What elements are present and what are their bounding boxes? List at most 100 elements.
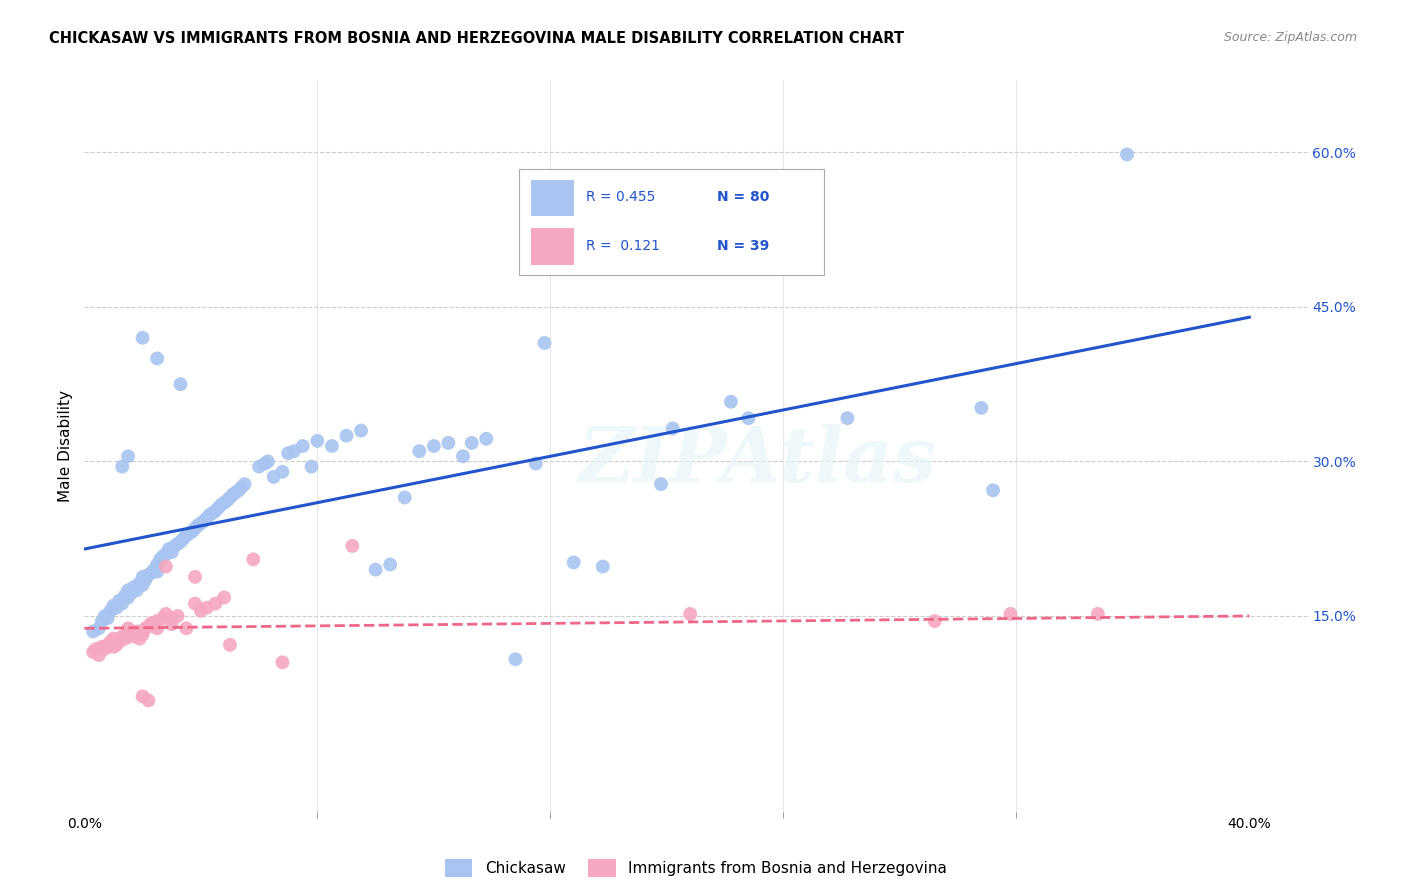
Point xyxy=(451,450,474,464)
Point xyxy=(117,591,139,605)
Point xyxy=(184,570,207,584)
Text: N = 39: N = 39 xyxy=(717,239,769,253)
Point xyxy=(242,552,264,566)
Point xyxy=(128,632,150,646)
Point xyxy=(174,621,197,635)
Point xyxy=(146,351,169,366)
Point xyxy=(128,576,150,591)
Point xyxy=(90,614,112,628)
Point xyxy=(193,514,215,528)
Point xyxy=(155,559,177,574)
Point xyxy=(114,588,136,602)
Point xyxy=(307,434,329,448)
Point xyxy=(122,630,145,644)
Point xyxy=(169,534,191,549)
Point xyxy=(350,424,373,438)
Point xyxy=(184,597,207,611)
Point xyxy=(181,524,204,539)
Point xyxy=(981,483,1004,498)
Point xyxy=(122,580,145,594)
Point xyxy=(283,444,305,458)
Point xyxy=(117,450,139,464)
Point xyxy=(169,377,191,392)
Text: CHICKASAW VS IMMIGRANTS FROM BOSNIA AND HERZEGOVINA MALE DISABILITY CORRELATION : CHICKASAW VS IMMIGRANTS FROM BOSNIA AND … xyxy=(49,31,904,46)
Point xyxy=(219,491,242,505)
Bar xyxy=(531,228,574,265)
Point xyxy=(105,600,128,615)
Point xyxy=(204,504,226,518)
Point xyxy=(90,640,112,654)
Point xyxy=(394,491,416,505)
Point xyxy=(1087,607,1109,621)
Point xyxy=(342,539,364,553)
Point xyxy=(190,604,212,618)
Point xyxy=(461,436,484,450)
Point xyxy=(277,446,299,460)
Point xyxy=(108,634,131,648)
Text: Source: ZipAtlas.com: Source: ZipAtlas.com xyxy=(1223,31,1357,45)
Point xyxy=(172,532,194,546)
Point xyxy=(160,545,183,559)
Point xyxy=(562,556,585,570)
Point xyxy=(143,563,166,577)
Point xyxy=(117,583,139,598)
Point xyxy=(364,563,387,577)
Point xyxy=(135,621,157,635)
Point xyxy=(166,537,188,551)
Point xyxy=(117,627,139,641)
Point xyxy=(135,573,157,587)
Point xyxy=(131,570,153,584)
Point xyxy=(720,394,742,409)
Point xyxy=(163,539,186,553)
Point xyxy=(1116,147,1139,161)
Point xyxy=(146,565,169,579)
Point xyxy=(524,457,547,471)
Point xyxy=(475,432,498,446)
Point xyxy=(291,439,314,453)
FancyBboxPatch shape xyxy=(519,169,824,276)
Point xyxy=(650,477,672,491)
Point xyxy=(271,656,294,670)
Point xyxy=(87,648,110,662)
Point xyxy=(146,621,169,635)
Point xyxy=(93,642,115,657)
Point xyxy=(225,485,247,500)
Point xyxy=(108,593,131,607)
Point xyxy=(184,521,207,535)
Point xyxy=(138,567,160,582)
Point xyxy=(179,526,201,541)
Point xyxy=(679,607,702,621)
Point xyxy=(212,591,235,605)
Point xyxy=(149,552,172,566)
Text: R =  0.121: R = 0.121 xyxy=(586,239,659,253)
Point xyxy=(146,558,169,572)
Point xyxy=(263,470,285,484)
Point xyxy=(141,566,163,580)
Point xyxy=(117,621,139,635)
Point xyxy=(111,597,134,611)
Point xyxy=(100,634,122,648)
Point xyxy=(84,642,107,657)
Point xyxy=(125,583,148,598)
Point xyxy=(190,516,212,531)
Text: N = 80: N = 80 xyxy=(717,190,769,204)
Point xyxy=(837,411,859,425)
Point xyxy=(335,428,357,442)
Point xyxy=(247,459,270,474)
Point xyxy=(146,614,169,628)
Point xyxy=(198,508,221,522)
Point xyxy=(100,604,122,618)
Point xyxy=(187,518,209,533)
Point xyxy=(408,444,430,458)
Point xyxy=(737,411,759,425)
Point xyxy=(97,638,120,652)
Point xyxy=(93,609,115,624)
Point xyxy=(160,611,183,625)
Point xyxy=(138,693,160,707)
Legend: Chickasaw, Immigrants from Bosnia and Herzegovina: Chickasaw, Immigrants from Bosnia and He… xyxy=(444,859,948,877)
Point xyxy=(201,506,224,520)
Point xyxy=(231,480,253,494)
Point xyxy=(228,483,250,498)
Point xyxy=(271,465,294,479)
Point xyxy=(233,477,256,491)
